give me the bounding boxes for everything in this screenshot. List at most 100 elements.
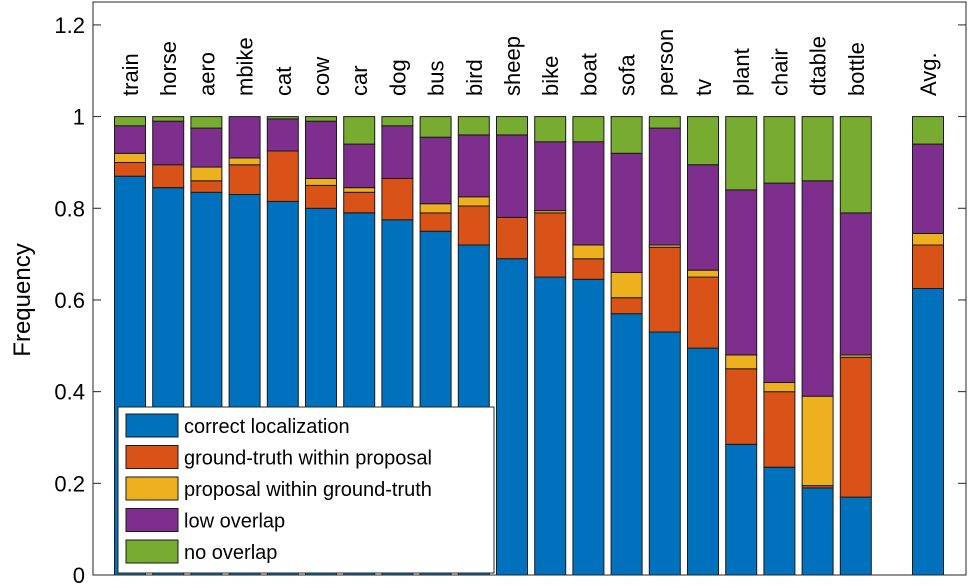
bar-segment-cat-s1: [266, 150, 299, 202]
bar-segment-bus-s3: [419, 136, 452, 205]
legend: correct localization ground-truth within …: [117, 406, 495, 574]
bar-segment-sheep-s1: [496, 216, 528, 260]
bar-segment-person-s3: [648, 127, 681, 246]
bar-segment-aero-s1: [190, 180, 223, 193]
category-label-bird: bird: [462, 59, 487, 96]
bar-segment-bus-s1: [419, 212, 452, 232]
bar-segment-dtable-s2: [801, 395, 834, 487]
category-label-bus: bus: [424, 61, 449, 96]
bar-segment-sheep-s0: [496, 258, 528, 576]
bar-segment-chair-s0: [763, 466, 796, 576]
bar-segment-tv-s0: [687, 347, 719, 576]
bar-segment-tv-s3: [687, 164, 719, 271]
bar-segment-dtable-s4: [801, 116, 834, 182]
category-label-train: train: [118, 53, 143, 96]
bar-segment-boat-s1: [572, 258, 605, 280]
bar-segment-plant-s3: [725, 189, 758, 356]
bar-segment-bird-s2: [457, 196, 490, 207]
bar-segment-cat-s3: [266, 118, 299, 152]
category-label-cow: cow: [309, 57, 334, 96]
bar-segment-car-s4: [343, 116, 376, 145]
bar-segment-dtable-s0: [801, 487, 834, 576]
bar-segment-aero-s2: [190, 166, 223, 182]
y-tick-label: 1.2: [54, 13, 85, 38]
category-label-mbike: mbike: [233, 37, 258, 96]
category-label-cat: cat: [271, 67, 296, 96]
bar-segment-bottle-s0: [839, 496, 872, 576]
category-label-person: person: [653, 29, 678, 96]
y-tick-label: 1: [73, 105, 85, 130]
bar-segment-person-s1: [648, 246, 681, 333]
bar-segment-sheep-s3: [496, 134, 528, 218]
category-label-chair: chair: [767, 48, 792, 96]
bar-segment-plant-s4: [725, 116, 758, 191]
bar-segment-sofa-s2: [610, 272, 643, 299]
bar-segment-sofa-s4: [610, 116, 643, 154]
bar-segment-bird-s4: [457, 116, 490, 136]
bar-segment-train-s2: [114, 152, 146, 164]
bar-segment-chair-s4: [763, 116, 796, 184]
y-tick-label: 0.8: [54, 196, 85, 221]
bar-segment-chair-s1: [763, 391, 796, 468]
bar-segment-bottle-s4: [839, 116, 872, 214]
bar-segment-cow-s4: [305, 116, 337, 122]
category-label-horse: horse: [156, 41, 181, 96]
legend-label-4: no overlap: [184, 542, 277, 564]
bar-segment-boat-s0: [572, 278, 605, 576]
category-label-aero: aero: [194, 52, 219, 96]
bar-segment-boat-s4: [572, 116, 605, 143]
legend-label-3: low overlap: [184, 511, 285, 533]
bar-segment-bus-s2: [419, 203, 452, 214]
category-label-boat: boat: [576, 53, 601, 96]
bar-segment-bike-s0: [534, 276, 567, 576]
y-axis-label: Frequency: [9, 243, 36, 356]
category-label-plant: plant: [729, 48, 754, 96]
bar-segment-cow-s2: [305, 178, 337, 186]
bar-segment-sofa-s3: [610, 152, 643, 273]
y-tick-label: 0.6: [54, 288, 85, 313]
bar-segment-Avg.-s2: [912, 233, 944, 246]
bar-segment-cow-s3: [305, 120, 337, 179]
bar-segment-bird-s1: [457, 205, 490, 246]
category-label-tv: tv: [691, 79, 716, 96]
bar-segment-tv-s4: [687, 116, 719, 166]
bar-segment-boat-s2: [572, 244, 605, 260]
category-label-sofa: sofa: [615, 54, 640, 96]
legend-swatch-0: [125, 413, 179, 438]
bar-segment-sofa-s1: [610, 297, 643, 315]
category-label-sheep: sheep: [500, 36, 525, 96]
bar-segment-bike-s1: [534, 212, 567, 278]
bar-segment-mbike-s2: [228, 157, 261, 166]
plot-frame: [92, 1, 967, 576]
bar-segment-Avg.-s3: [912, 143, 944, 235]
bar-segment-plant-s0: [725, 443, 758, 576]
bar-segment-Avg.-s4: [912, 116, 944, 145]
bar-segment-person-s0: [648, 331, 681, 576]
bar-segment-person-s4: [648, 116, 681, 129]
legend-swatch-1: [125, 445, 179, 469]
legend-label-2: proposal within ground-truth: [184, 479, 432, 501]
bar-segment-bottle-s3: [839, 212, 872, 356]
bar-segment-train-s4: [114, 116, 146, 127]
category-label-dog: dog: [385, 59, 410, 96]
legend-swatch-3: [125, 508, 179, 532]
bar-segment-horse-s4: [152, 116, 185, 122]
bar-segment-plant-s1: [725, 368, 758, 445]
bar-segment-Avg.-s1: [912, 244, 944, 289]
legend-label-0: correct localization: [184, 416, 350, 438]
category-labels: train horse aero mbike cat cow car dog bus bird sh…: [118, 29, 941, 96]
bar-segment-dog-s1: [381, 178, 414, 221]
axes-group: 0 0.2 0.4 0.6 0.8 1 1.2: [54, 1, 967, 587]
bar-segment-mbike-s3: [228, 116, 261, 159]
bar-segment-aero-s3: [190, 127, 223, 168]
bar-segment-dtable-s3: [801, 180, 834, 397]
bar-segment-chair-s2: [763, 382, 796, 393]
bar-segment-boat-s3: [572, 141, 605, 246]
legend-label-1: ground-truth within proposal: [184, 448, 432, 470]
bar-segment-chair-s3: [763, 182, 796, 383]
bar-segment-tv-s2: [687, 269, 719, 278]
bar-segment-sofa-s0: [610, 313, 643, 576]
bar-segment-train-s1: [114, 161, 146, 177]
bar-segment-Avg.-s0: [912, 288, 944, 576]
